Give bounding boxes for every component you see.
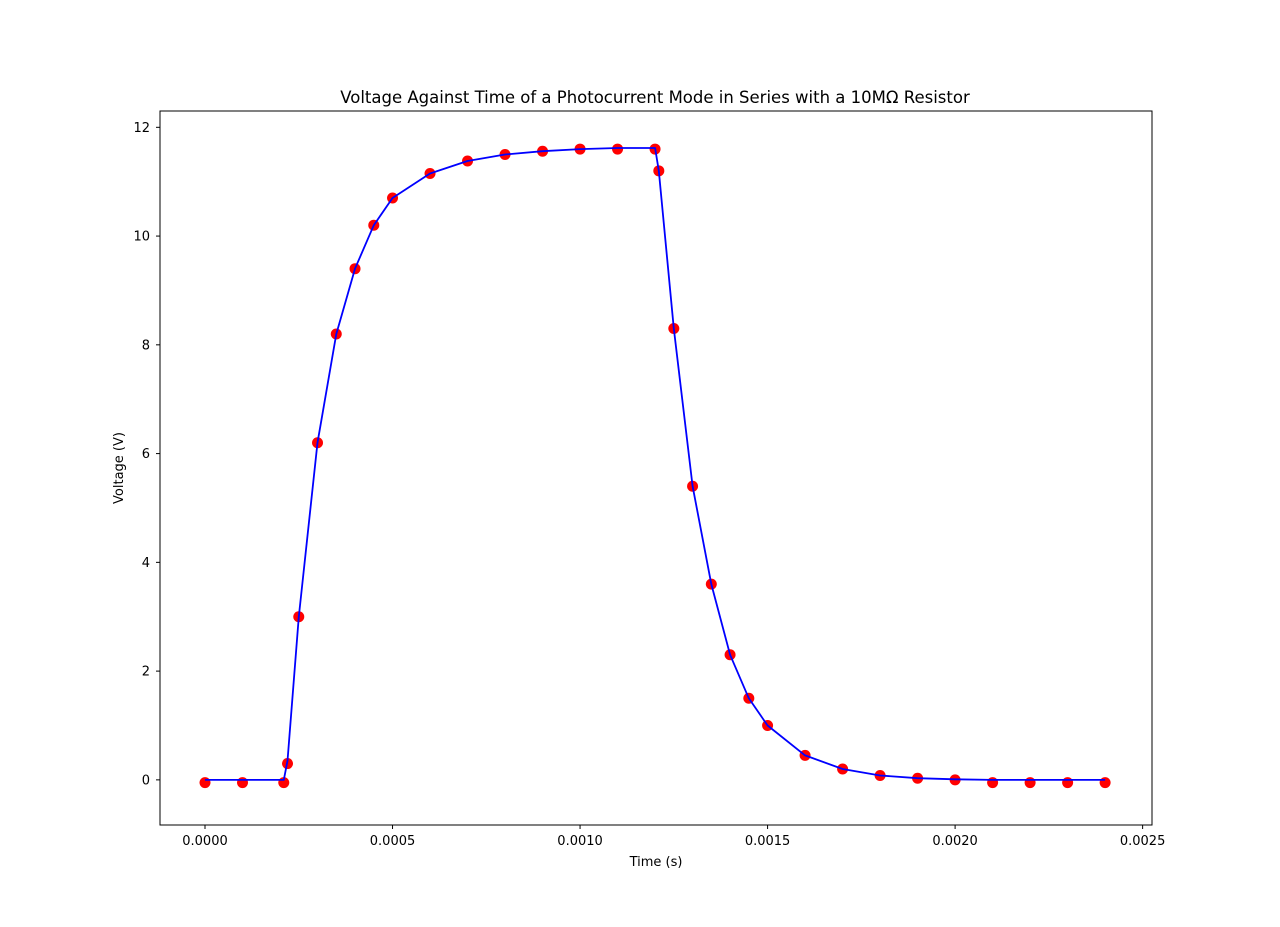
- y-tick-label: 8: [142, 338, 150, 353]
- fit-line: [205, 147, 1106, 781]
- x-tick-label: 0.0020: [932, 834, 978, 849]
- y-tick-label: 0: [142, 773, 150, 788]
- scatter-point: [1024, 777, 1036, 789]
- scatter-point: [237, 777, 249, 789]
- scatter-point: [987, 777, 999, 789]
- y-tick-label: 10: [133, 230, 150, 245]
- chart-title: Voltage Against Time of a Photocurrent M…: [340, 88, 970, 107]
- x-tick-label: 0.0025: [1120, 834, 1166, 849]
- x-axis-title: Time (s): [629, 855, 683, 870]
- y-tick-label: 6: [142, 447, 150, 462]
- scatter-point: [1062, 777, 1074, 789]
- plot-area: [159, 110, 1153, 826]
- y-axis: 0 2 4 6 8 10 12: [133, 121, 160, 788]
- x-tick-label: 0.0005: [370, 834, 416, 849]
- y-tick-label: 4: [142, 556, 150, 571]
- y-tick-label: 2: [142, 665, 150, 680]
- x-tick-label: 0.0015: [745, 834, 791, 849]
- scatter-point: [1099, 777, 1111, 789]
- y-axis-title: Voltage (V): [112, 432, 127, 504]
- scatter-point: [199, 777, 211, 789]
- plot-content: [199, 143, 1111, 789]
- y-tick-label: 12: [133, 121, 150, 136]
- x-axis: 0.0000 0.0005 0.0010 0.0015 0.0020 0.0025: [182, 825, 1165, 849]
- x-tick-label: 0.0010: [557, 834, 603, 849]
- x-tick-label: 0.0000: [182, 834, 228, 849]
- scatter-point: [612, 143, 624, 155]
